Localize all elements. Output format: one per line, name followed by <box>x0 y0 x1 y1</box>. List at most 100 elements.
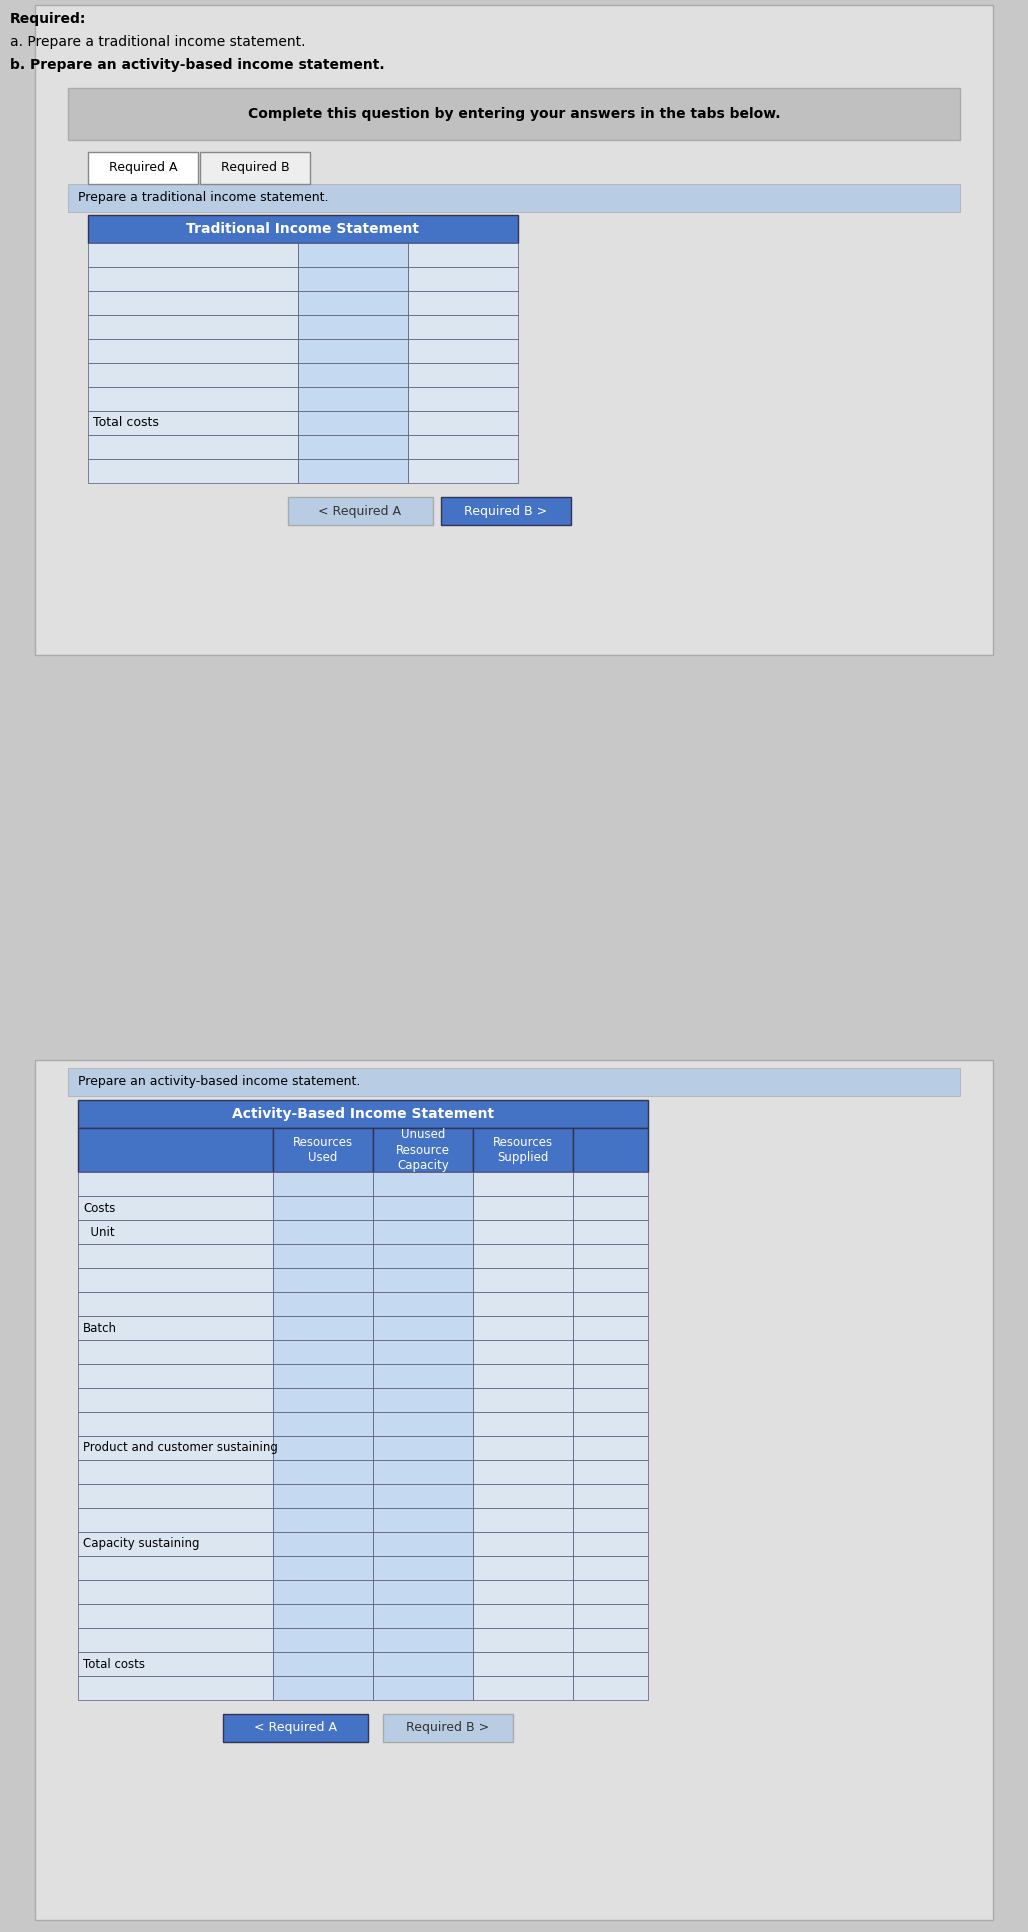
Bar <box>298 315 408 338</box>
Bar <box>373 1128 473 1173</box>
Bar <box>408 315 518 338</box>
Bar <box>78 1675 273 1700</box>
Bar <box>373 1387 473 1412</box>
Bar <box>373 1461 473 1484</box>
Bar <box>78 1244 273 1267</box>
Bar <box>273 1652 373 1675</box>
Bar <box>573 1267 648 1293</box>
Text: Required B >: Required B > <box>406 1721 489 1735</box>
Bar <box>373 1219 473 1244</box>
Bar <box>573 1629 648 1652</box>
Text: Prepare a traditional income statement.: Prepare a traditional income statement. <box>78 191 329 205</box>
Bar <box>78 1461 273 1484</box>
Bar <box>273 1128 373 1173</box>
Bar <box>473 1509 573 1532</box>
Bar <box>78 1604 273 1629</box>
Bar <box>78 1484 273 1509</box>
Bar <box>473 1196 573 1219</box>
Bar <box>473 1604 573 1629</box>
Bar <box>473 1128 573 1173</box>
Bar <box>78 1293 273 1316</box>
Text: Required:: Required: <box>10 12 86 25</box>
Bar <box>78 1580 273 1604</box>
Bar <box>273 1484 373 1509</box>
Bar <box>473 1412 573 1435</box>
Bar <box>78 1435 273 1461</box>
Bar <box>573 1461 648 1484</box>
Bar <box>408 338 518 363</box>
Bar <box>573 1173 648 1196</box>
Bar <box>473 1675 573 1700</box>
Bar <box>88 214 518 243</box>
Bar <box>573 1675 648 1700</box>
Bar <box>373 1580 473 1604</box>
Bar <box>373 1364 473 1387</box>
Bar <box>473 1267 573 1293</box>
Bar <box>573 1435 648 1461</box>
Bar <box>298 243 408 267</box>
Bar <box>273 1604 373 1629</box>
Bar <box>473 1173 573 1196</box>
Bar <box>573 1387 648 1412</box>
Text: Total costs: Total costs <box>93 417 159 429</box>
Bar <box>273 1364 373 1387</box>
Bar <box>298 386 408 412</box>
Bar <box>373 1316 473 1341</box>
Bar <box>78 1629 273 1652</box>
Bar <box>78 1173 273 1196</box>
Bar <box>373 1267 473 1293</box>
Text: < Required A: < Required A <box>254 1721 336 1735</box>
Bar <box>408 460 518 483</box>
Text: Required B: Required B <box>221 162 289 174</box>
Bar <box>298 338 408 363</box>
Text: Required B >: Required B > <box>465 504 548 518</box>
Bar <box>573 1412 648 1435</box>
Text: Unit: Unit <box>83 1225 115 1238</box>
Bar <box>78 1219 273 1244</box>
Bar <box>273 1387 373 1412</box>
Bar <box>573 1219 648 1244</box>
Bar <box>68 184 960 213</box>
Bar <box>273 1412 373 1435</box>
Bar <box>408 292 518 315</box>
Text: < Required A: < Required A <box>319 504 402 518</box>
Text: Prepare an activity-based income statement.: Prepare an activity-based income stateme… <box>78 1076 361 1088</box>
Bar <box>573 1293 648 1316</box>
Bar <box>473 1219 573 1244</box>
Bar <box>373 1293 473 1316</box>
Bar <box>573 1532 648 1555</box>
Bar <box>88 243 298 267</box>
Bar <box>473 1461 573 1484</box>
Bar <box>473 1484 573 1509</box>
Bar <box>273 1341 373 1364</box>
Bar <box>273 1196 373 1219</box>
Bar <box>88 267 298 292</box>
Bar <box>78 1341 273 1364</box>
Bar <box>373 1555 473 1580</box>
Bar <box>78 1267 273 1293</box>
Bar <box>573 1128 648 1173</box>
Bar <box>298 460 408 483</box>
Bar <box>573 1509 648 1532</box>
Bar <box>273 1219 373 1244</box>
Bar <box>473 1293 573 1316</box>
Text: Complete this question by entering your answers in the tabs below.: Complete this question by entering your … <box>248 106 780 122</box>
Bar <box>273 1675 373 1700</box>
Bar <box>408 412 518 435</box>
Bar <box>35 6 993 655</box>
Bar <box>473 1316 573 1341</box>
Bar <box>573 1196 648 1219</box>
Bar <box>223 1714 368 1743</box>
Bar <box>473 1364 573 1387</box>
Text: Batch: Batch <box>83 1321 117 1335</box>
Bar <box>573 1484 648 1509</box>
Bar <box>273 1532 373 1555</box>
Bar <box>373 1509 473 1532</box>
Bar <box>78 1555 273 1580</box>
Bar <box>473 1435 573 1461</box>
Bar <box>78 1364 273 1387</box>
Bar <box>373 1675 473 1700</box>
Bar <box>298 435 408 460</box>
Bar <box>78 1316 273 1341</box>
Bar <box>373 1196 473 1219</box>
